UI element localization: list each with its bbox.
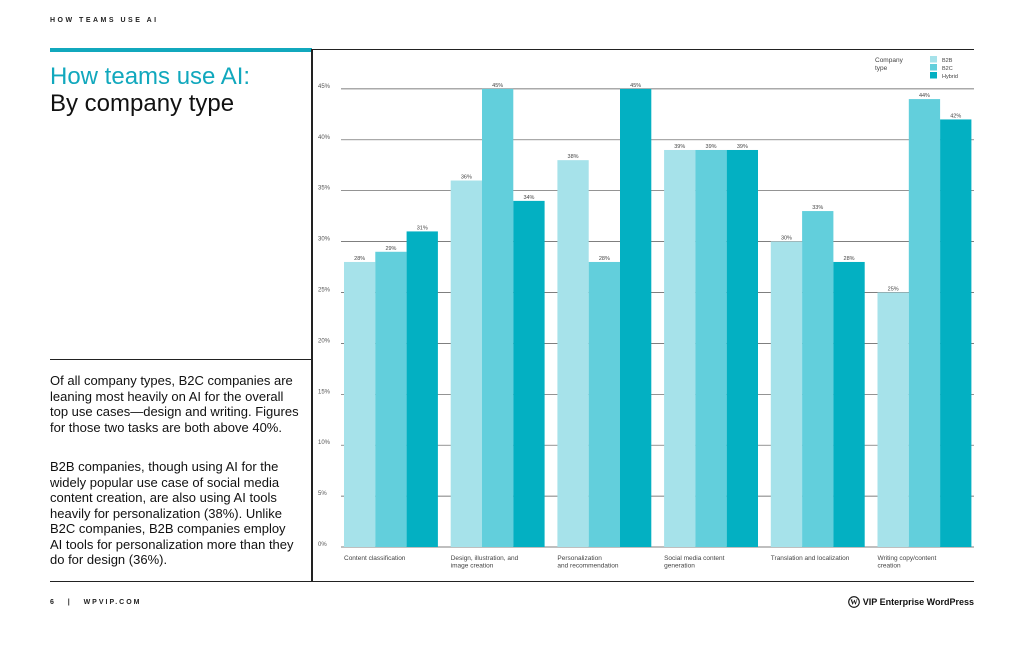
y-tick-label: 5% [318,491,327,497]
x-category-label: and recommendation [557,563,618,570]
x-category-label: creation [878,563,902,570]
x-category-label: Personalization [557,555,602,562]
y-tick-label: 40% [318,135,331,141]
data-label: 28% [354,256,365,262]
data-label: 39% [706,144,717,150]
data-label: 30% [781,236,792,242]
y-tick-label: 0% [318,542,327,548]
legend-swatch-hybrid [930,72,937,79]
bar-b2c [695,149,727,547]
data-label: 39% [674,144,685,150]
bar-b2b [557,160,589,547]
x-category-label: Design, illustration, and [451,555,519,562]
section-divider [50,359,312,360]
bar-b2c [482,88,514,548]
legend-label: B2B [942,58,953,64]
bar-hybrid [620,88,652,548]
y-tick-label: 10% [318,440,331,446]
data-label: 42% [950,113,961,119]
data-label: 44% [919,93,930,99]
y-tick-label: 15% [318,389,331,395]
page-title-accent: How teams use AI: [50,63,251,90]
x-category-label: Social media content [664,555,725,562]
y-tick-label: 25% [318,288,331,294]
footer-separator: | [67,599,72,606]
x-category-label: image creation [451,563,494,570]
bar-hybrid [406,231,438,548]
legend-swatch-b2b [930,56,937,63]
body-paragraph-1: Of all company types, B2C companies are … [50,373,299,435]
bar-b2b [664,149,696,547]
bar-b2b [877,292,909,547]
running-head: HOW TEAMS USE AI [50,17,159,24]
legend-label: Hybrid [942,74,958,80]
site-link[interactable]: WPVIP.COM [83,599,142,606]
legend-title: Company [875,57,904,64]
x-category-label: generation [664,563,695,570]
data-label: 33% [812,205,823,211]
bar-b2b [344,261,376,547]
data-label: 38% [568,154,579,160]
brand-name: VIP Enterprise WordPress [862,597,974,607]
bottom-rule [50,581,974,582]
data-label: 29% [385,246,396,252]
y-tick-label: 20% [318,338,331,344]
data-label: 34% [523,195,534,201]
y-tick-label: 45% [318,84,331,90]
bar-hybrid [940,119,972,547]
bar-hybrid [513,200,545,547]
column-divider [311,49,313,582]
data-label: 45% [630,83,641,89]
top-rule [312,49,974,50]
data-label: 45% [492,83,503,89]
x-category-label: Content classification [344,555,406,562]
bar-b2c [908,99,941,547]
wordpress-logo-letter: W [850,598,858,607]
data-label: 36% [461,175,472,181]
bar-hybrid [726,149,758,547]
y-tick-label: 35% [318,186,331,192]
x-category-label: Writing copy/content [878,555,937,562]
bar-b2b [450,180,482,547]
bar-b2c [588,261,620,547]
data-label: 25% [888,287,899,293]
bar-hybrid [833,261,865,547]
footer-brand: W VIP Enterprise WordPress [847,596,974,608]
page-title: By company type [50,90,235,117]
x-category-label: Translation and localization [771,555,850,562]
data-label: 28% [599,256,610,262]
y-tick-label: 30% [318,237,331,243]
bar-chart: 0% 5% 10% 15% 20% 25% 30% 35% 40% 45% 28% 36% 38% 39%… [318,56,974,570]
page-number: 6 [50,599,56,606]
footer-site: 6 | WPVIP.COM [50,599,142,606]
bar-b2b [770,241,803,547]
accent-rule [50,48,312,52]
data-label: 28% [844,256,855,262]
legend-label: B2C [942,66,953,72]
legend-title: type [875,65,888,72]
bar-b2c [375,251,407,547]
data-label: 31% [417,225,428,231]
bar-b2c [802,211,834,547]
body-paragraph-2: B2B companies, though using AI for the w… [50,459,294,567]
legend-swatch-b2c [930,64,937,71]
wordpress-logo-icon: W [847,596,860,608]
data-label: 39% [737,144,748,150]
